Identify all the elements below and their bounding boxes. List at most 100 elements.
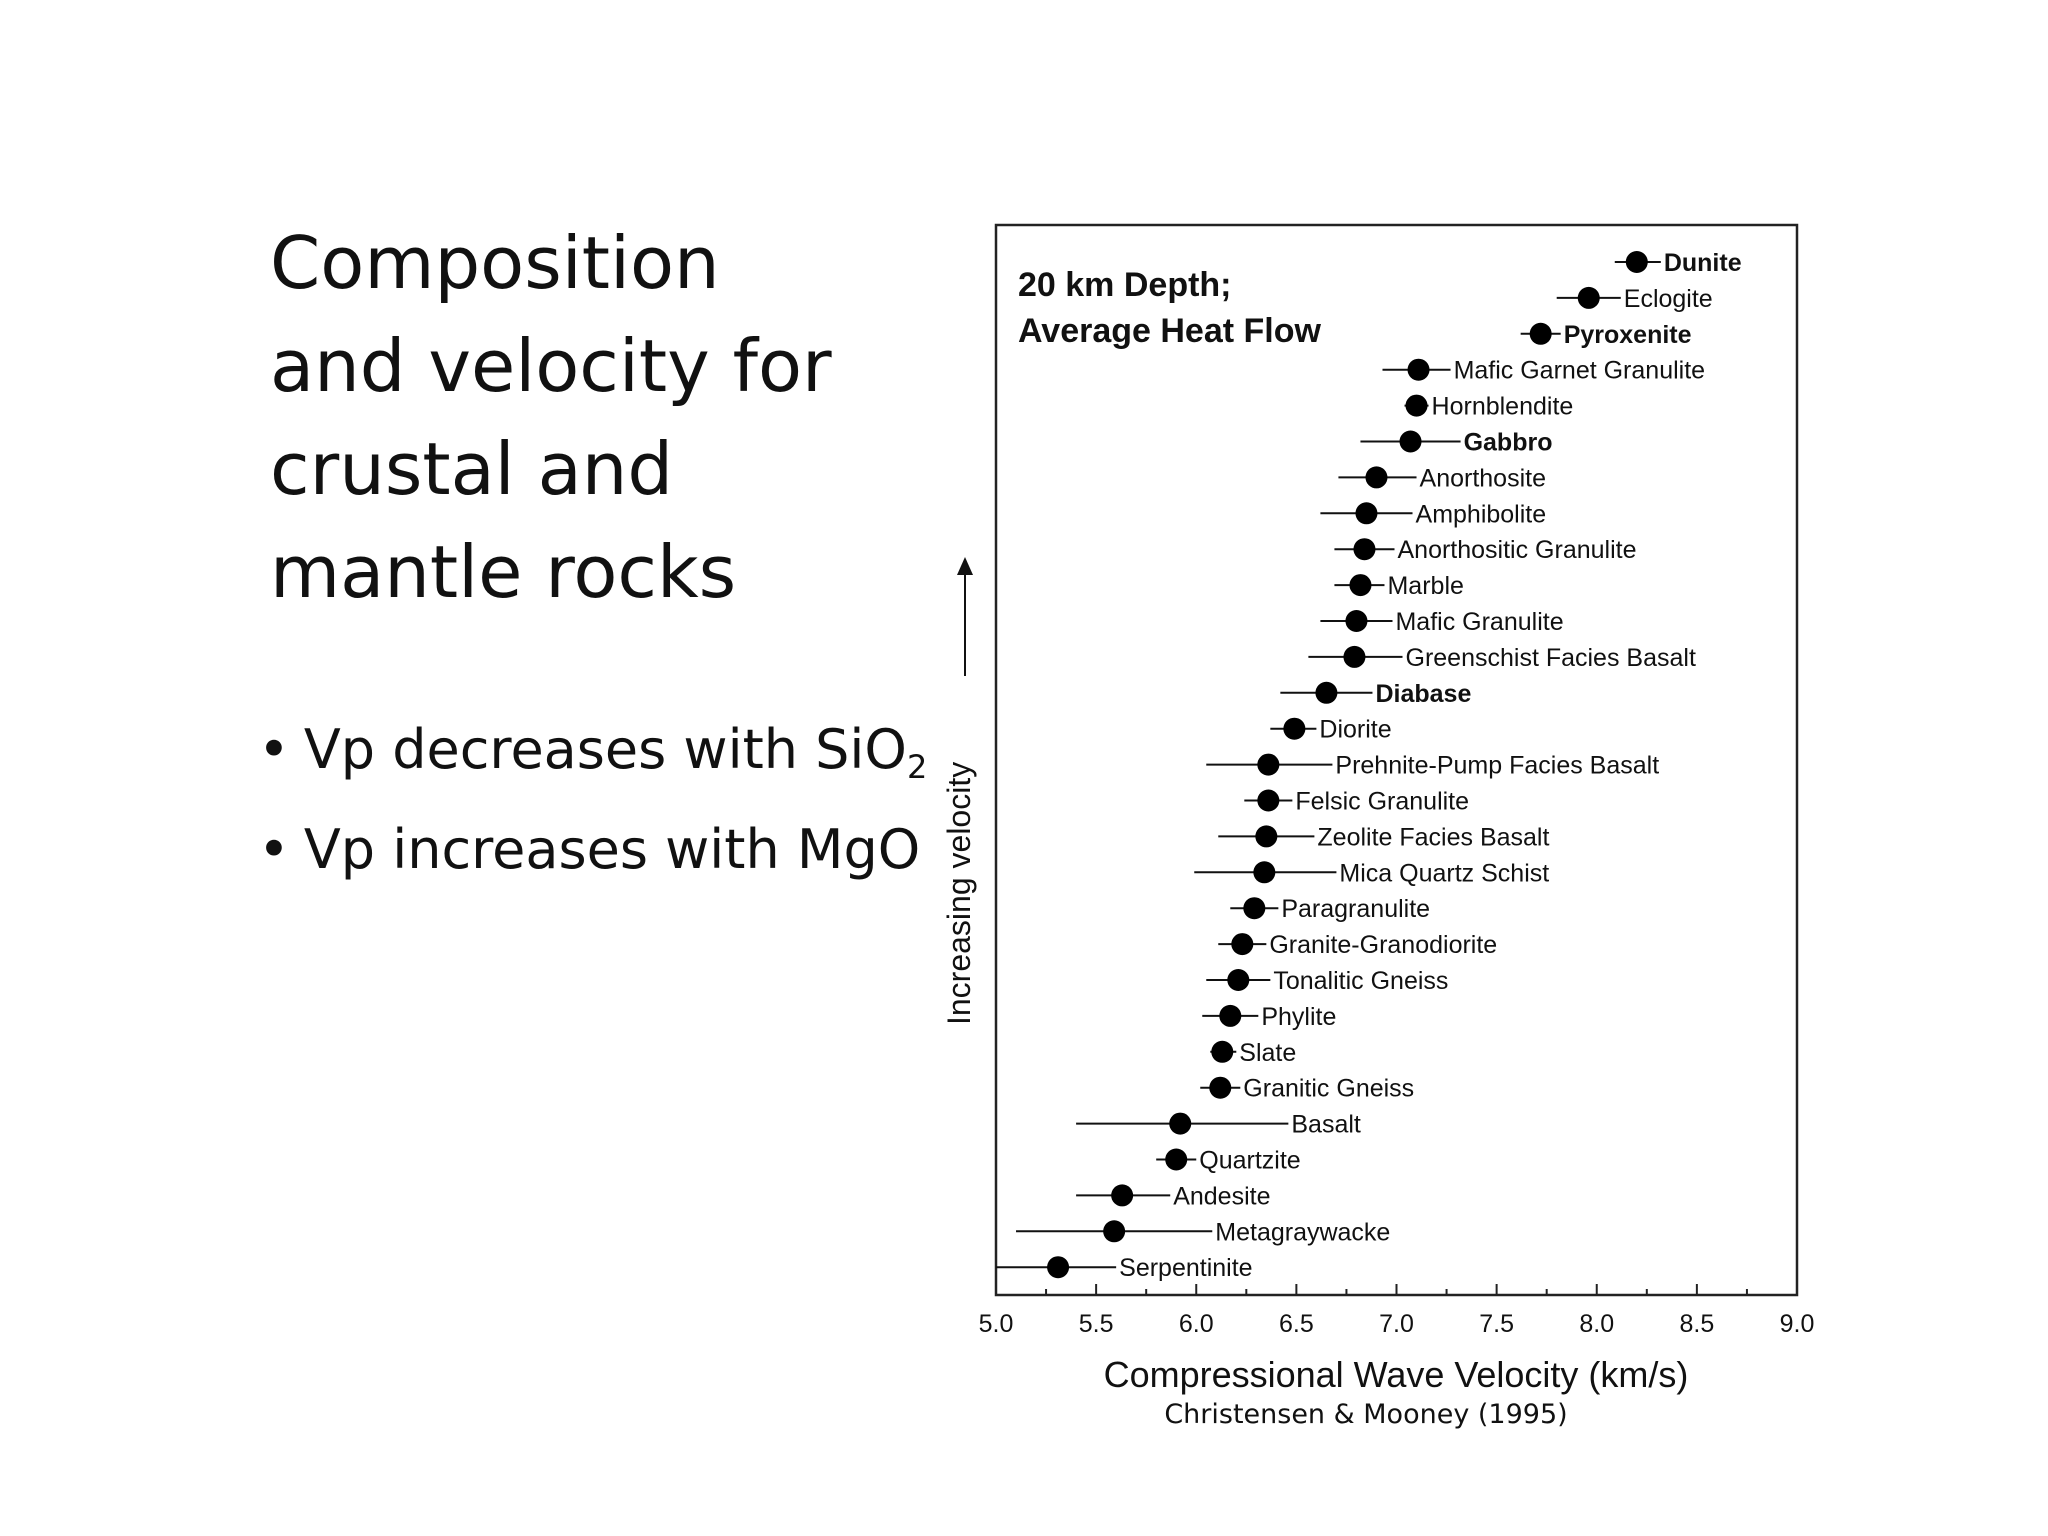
x-tick-label: 6.5 [1279,1310,1314,1338]
rock-label: Mica Quartz Schist [1339,859,1549,887]
source-citation: Christensen & Mooney (1995) [1164,1399,1567,1430]
data-point-row: Pyroxenite [1520,321,1692,349]
data-point-row: Anorthositic Granulite [1334,536,1637,564]
x-tick-label: 7.5 [1479,1310,1514,1338]
bullet-sio2-text: Vp decreases with SiO [303,718,907,781]
data-point-marker [1211,1040,1234,1063]
data-point-marker [1169,1112,1192,1135]
rock-label: Tonalitic Gneiss [1273,967,1448,995]
data-point-marker [1257,789,1280,812]
rock-label: Pyroxenite [1564,321,1692,349]
rock-label: Greenschist Facies Basalt [1406,644,1696,672]
data-point-row: Hornblendite [1404,393,1574,421]
data-point-row: Diabase [1280,680,1471,708]
data-point-row: Granite-Granodiorite [1218,931,1497,959]
rock-label: Serpentinite [1119,1254,1252,1282]
data-point-marker [1405,394,1428,417]
data-point-marker [1219,1004,1242,1027]
x-axis-label: Compressional Wave Velocity (km/s) [1104,1354,1689,1395]
rock-label: Marble [1387,572,1463,600]
title-line-4: mantle rocks [270,530,737,614]
data-point-row: Mafic Granulite [1320,608,1564,636]
data-point-row: Amphibolite [1320,500,1546,528]
rock-label: Dunite [1664,249,1742,277]
rock-label: Diabase [1375,680,1471,708]
data-point-marker [1209,1076,1232,1099]
data-point-row: Greenschist Facies Basalt [1308,644,1696,672]
data-point-marker [1625,251,1648,273]
data-point-marker [1355,502,1378,525]
data-point-row: Slate [1210,1039,1296,1067]
data-point-marker [1315,681,1338,704]
rock-label: Hornblendite [1432,393,1574,421]
bullet-sio2-subscript: 2 [906,748,928,786]
data-point-row: Paragranulite [1230,895,1430,923]
bullet-sio2: • Vp decreases with SiO2 [258,718,927,786]
data-point-marker [1577,286,1600,309]
data-point-marker [1365,466,1388,489]
arrow-head-icon [957,557,973,575]
x-tick-label: 9.0 [1780,1310,1815,1338]
rock-label: Basalt [1291,1111,1361,1139]
data-point-row: Tonalitic Gneiss [1206,967,1448,995]
x-tick-label: 5.5 [1079,1310,1114,1338]
data-point-marker [1343,645,1366,668]
data-point-marker [1349,574,1372,597]
data-point-row: Andesite [1076,1182,1271,1210]
data-point-marker [1103,1220,1126,1243]
data-point-marker [1255,825,1278,848]
rock-label: Anorthosite [1420,464,1546,492]
rock-label: Gabbro [1464,429,1553,457]
rock-label: Mafic Granulite [1395,608,1563,636]
x-tick-label: 6.0 [1179,1310,1214,1338]
data-point-marker [1165,1148,1188,1171]
data-point-marker [1283,717,1306,740]
data-point-row: Felsic Granulite [1244,788,1469,816]
rock-label: Anorthositic Granulite [1397,536,1636,564]
rock-label: Felsic Granulite [1295,788,1469,816]
rock-label: Prehnite-Pump Facies Basalt [1335,752,1659,780]
title-line-2: and velocity for [270,324,832,408]
data-point-marker [1257,753,1280,776]
data-point-row: Zeolite Facies Basalt [1218,823,1549,851]
data-point-marker [1227,969,1250,991]
y-axis-label: Increasing velocity [941,762,977,1025]
data-point-row: Anorthosite [1338,464,1546,492]
rock-label: Phylite [1261,1003,1336,1031]
data-point-row: Marble [1334,572,1464,600]
rock-label: Amphibolite [1416,500,1547,528]
bullet-mgo: • Vp increases with MgO [258,818,920,881]
rock-label: Zeolite Facies Basalt [1317,823,1549,851]
title-line-3: crustal and [270,427,674,511]
data-point-row: Phylite [1202,1003,1336,1031]
data-point-row: Dunite [1614,249,1742,277]
rock-label: Diorite [1319,716,1391,744]
bullet-marker: • [258,818,290,881]
rock-label: Granite-Granodiorite [1269,931,1497,959]
data-point-marker [1407,358,1430,381]
bullet-marker: • [258,718,290,781]
data-point-row: Granitic Gneiss [1200,1075,1414,1103]
rock-label: Granitic Gneiss [1243,1075,1414,1103]
data-point-row: Mafic Garnet Granulite [1382,357,1705,385]
data-point-row: Eclogite [1556,285,1713,313]
data-point-marker [1399,430,1422,453]
data-point-row: Gabbro [1360,429,1552,457]
rock-label: Quartzite [1199,1147,1300,1175]
data-point-row: Metagraywacke [1016,1218,1390,1246]
data-point-marker [1345,610,1368,632]
x-tick-label: 5.0 [979,1310,1014,1338]
data-point-marker [1529,322,1552,345]
data-point-row: Diorite [1270,716,1392,744]
data-point-marker [1253,861,1276,884]
depth-annotation-line-2: Average Heat Flow [1018,312,1321,350]
rock-label: Slate [1239,1039,1296,1067]
data-point-marker [1243,897,1266,920]
rock-label: Metagraywacke [1215,1218,1390,1246]
x-tick-label: 8.0 [1579,1310,1614,1338]
data-point-row: Basalt [1076,1111,1361,1139]
x-axis: 5.0 5.5 6.0 6.5 7.0 7.5 8.0 8.5 9.0 [979,1284,1815,1338]
title-line-1: Composition [270,221,720,305]
slide-title: Composition and velocity for crustal and… [270,212,890,624]
